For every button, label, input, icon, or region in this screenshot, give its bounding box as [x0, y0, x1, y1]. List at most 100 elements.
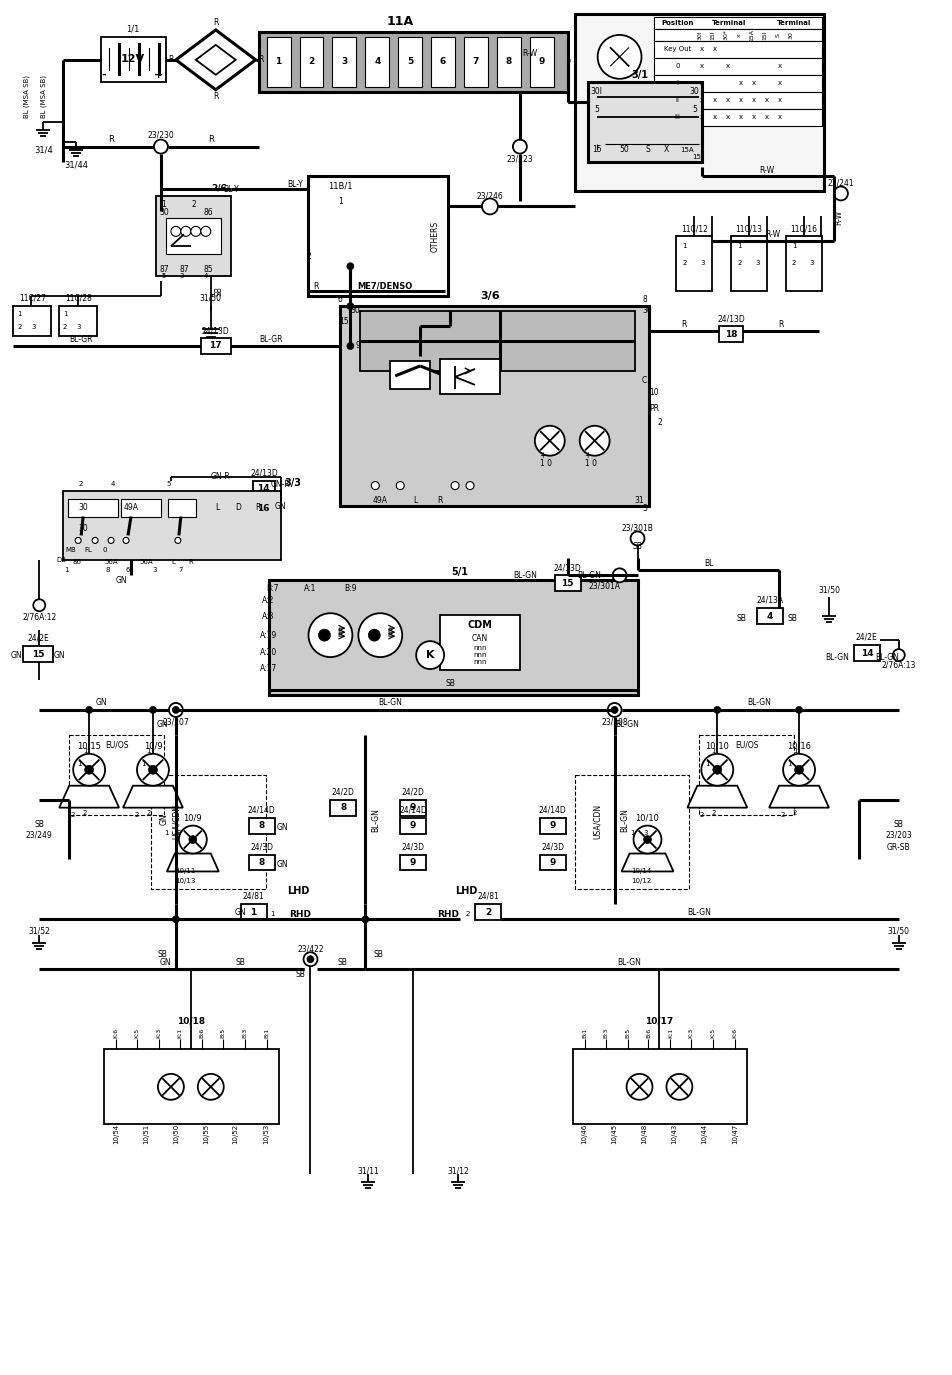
Text: 10/54: 10/54: [113, 1123, 119, 1144]
Text: 30: 30: [78, 524, 88, 534]
Bar: [201, 338, 230, 353]
Bar: [654, 92, 822, 109]
Text: 56A: 56A: [139, 560, 152, 565]
Text: S: S: [645, 146, 650, 154]
Text: 23/301B: 23/301B: [622, 524, 653, 534]
Text: 1 0: 1 0: [540, 459, 552, 468]
Text: 23/422: 23/422: [297, 945, 324, 954]
Text: 30: 30: [689, 87, 699, 96]
Text: R: R: [169, 55, 173, 65]
Text: 2: 2: [793, 810, 797, 815]
Polygon shape: [687, 785, 747, 807]
Circle shape: [304, 953, 317, 967]
Text: SB: SB: [295, 969, 306, 979]
Text: 3: 3: [755, 260, 760, 267]
Text: 2: 2: [711, 810, 716, 815]
Bar: [308, 176, 448, 296]
Text: 1: 1: [683, 243, 686, 249]
Circle shape: [630, 532, 645, 546]
Text: x: x: [701, 114, 704, 120]
Text: 10/12: 10/12: [631, 879, 651, 884]
Text: GN: GN: [53, 650, 65, 660]
Text: 1: 1: [63, 311, 68, 318]
Text: 2: 2: [83, 810, 88, 815]
Circle shape: [535, 426, 565, 455]
Text: 14: 14: [861, 649, 873, 657]
Text: 11C/13: 11C/13: [736, 226, 763, 234]
Circle shape: [362, 916, 368, 923]
Text: 23/249: 23/249: [26, 830, 52, 839]
Text: 10/10: 10/10: [636, 813, 660, 822]
Text: A:1: A:1: [305, 584, 317, 593]
Bar: [788, 256, 800, 268]
Circle shape: [85, 766, 93, 774]
Text: 23/230: 23/230: [148, 131, 174, 139]
Text: 49A: 49A: [373, 496, 387, 505]
Text: K:6: K:6: [113, 1028, 119, 1038]
Text: R-W: R-W: [765, 230, 781, 239]
Text: K:5: K:5: [134, 1028, 140, 1038]
Text: BL: BL: [704, 558, 714, 568]
Text: BL-Y: BL-Y: [288, 180, 304, 188]
Circle shape: [137, 754, 169, 785]
Text: x: x: [701, 96, 704, 103]
Text: 23/301A: 23/301A: [588, 582, 621, 591]
Bar: [431, 37, 455, 87]
Circle shape: [626, 1074, 652, 1100]
Bar: [59, 307, 97, 336]
Circle shape: [308, 613, 352, 657]
Bar: [475, 905, 501, 920]
Text: 9: 9: [356, 341, 361, 351]
Text: 50: 50: [620, 146, 629, 154]
Text: 4: 4: [767, 612, 773, 620]
Circle shape: [713, 766, 722, 774]
Text: GN: GN: [159, 814, 169, 825]
Text: 5: 5: [162, 274, 166, 279]
Bar: [497, 37, 521, 87]
Bar: [252, 500, 274, 517]
Text: 30I: 30I: [698, 30, 703, 40]
Circle shape: [86, 707, 92, 714]
Bar: [400, 818, 426, 833]
Text: 49A: 49A: [124, 503, 138, 512]
Circle shape: [158, 1074, 184, 1100]
Text: 30: 30: [159, 208, 169, 217]
Text: 2: 2: [683, 260, 686, 267]
Text: R-W: R-W: [760, 166, 775, 175]
Circle shape: [666, 1074, 692, 1100]
Bar: [400, 854, 426, 870]
Text: 15: 15: [32, 649, 45, 659]
Circle shape: [347, 342, 354, 349]
Text: 30: 30: [350, 305, 360, 315]
Text: GN: GN: [10, 650, 22, 660]
Text: BL-GN: BL-GN: [370, 807, 380, 832]
Circle shape: [834, 187, 848, 201]
Text: 8: 8: [259, 821, 265, 830]
Text: 10/43: 10/43: [671, 1123, 678, 1144]
Text: B:3: B:3: [604, 1027, 608, 1038]
Text: nnn: nnn: [473, 652, 486, 659]
Text: 31/11: 31/11: [357, 1166, 379, 1176]
Bar: [530, 37, 554, 87]
Bar: [104, 1049, 279, 1123]
Circle shape: [307, 956, 314, 962]
Text: 10/11: 10/11: [176, 869, 196, 874]
Text: + -: + -: [585, 451, 596, 461]
Text: 31/50: 31/50: [818, 586, 840, 595]
Text: 3/3: 3/3: [284, 477, 301, 488]
Text: 2: 2: [657, 418, 662, 428]
Text: 1 0: 1 0: [585, 459, 597, 468]
Text: x: x: [737, 33, 742, 37]
Text: SB: SB: [373, 950, 384, 958]
Bar: [786, 236, 822, 292]
Bar: [168, 499, 196, 517]
Text: 87: 87: [179, 265, 188, 274]
Bar: [575, 774, 689, 890]
Text: 10/13: 10/13: [176, 879, 196, 884]
Text: BL-GN: BL-GN: [618, 958, 642, 967]
Text: 24/2D: 24/2D: [332, 788, 355, 796]
Text: 10/55: 10/55: [203, 1123, 208, 1144]
Text: x: x: [739, 96, 744, 103]
Text: 24/13D: 24/13D: [554, 564, 582, 573]
Text: x: x: [739, 114, 744, 120]
